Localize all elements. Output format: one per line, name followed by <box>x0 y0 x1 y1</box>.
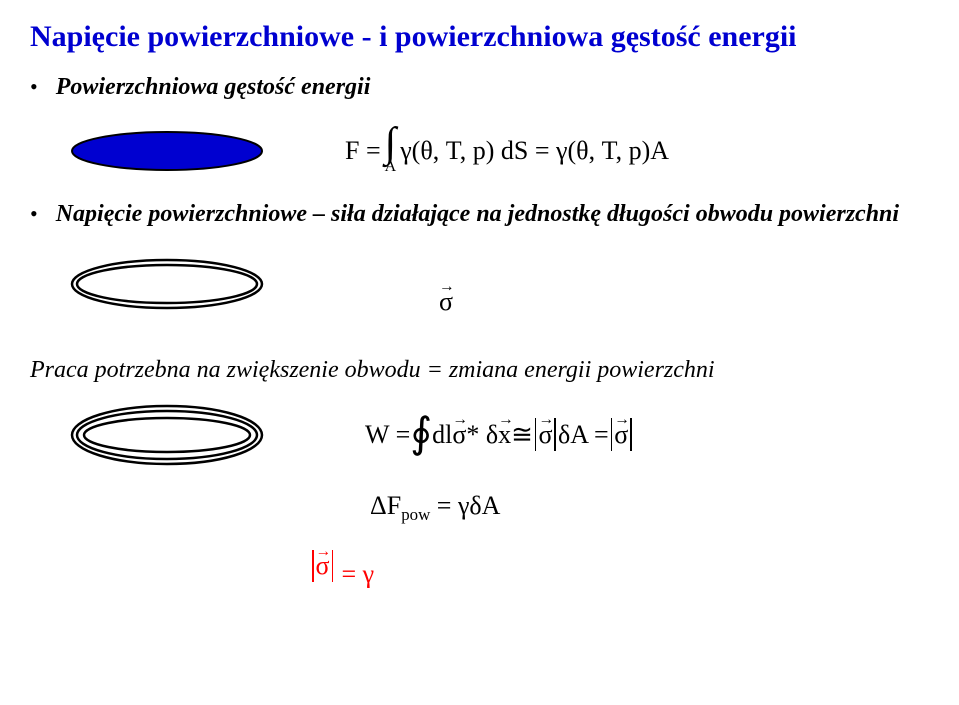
filled-ellipse-icon <box>70 130 265 172</box>
formula3-star: * δ <box>466 420 498 450</box>
page-title: Napięcie powierzchniowe - i powierzchnio… <box>30 20 929 54</box>
formula3-dl: dl <box>432 420 452 450</box>
sigma-vec-1: →σ <box>452 420 466 450</box>
bullet-dot-icon: • <box>30 74 38 100</box>
bullet-dot-icon: • <box>30 201 38 227</box>
abs-sigma-2: →σ <box>609 418 634 451</box>
formula1-integrand: γ(θ, T, p) dS = γ(θ, T, p)A <box>400 136 669 166</box>
integral-icon: ∫ A <box>385 126 397 176</box>
ellipse-work-row: W = ∮ dl →σ * δ →x ≅ →σ δA = →σ <box>70 404 929 466</box>
work-description: Praca potrzebna na zwiększenie obwodu = … <box>30 357 929 384</box>
bullet-2: • Napięcie powierzchniowe – siła działaj… <box>30 201 929 228</box>
sigma-vector-label: →σ <box>439 287 453 317</box>
formula4-deltaF: ΔF <box>370 491 401 520</box>
formula5-eq: = γ <box>335 559 374 588</box>
bullet-1: • Powierzchniowa gęstość energii <box>30 74 929 101</box>
formula-work: W = ∮ dl →σ * δ →x ≅ →σ δA = →σ <box>365 417 634 453</box>
formula-delta-f: ΔFpow = γδA <box>370 491 929 525</box>
ring-ellipse-icon <box>70 258 265 310</box>
abs-sigma: →σ <box>533 418 558 451</box>
formula4-rhs: = γδA <box>430 491 500 520</box>
contour-integral-icon: ∮ <box>410 417 432 453</box>
formula3-approx: ≅ <box>511 420 533 450</box>
integral-bound: A <box>385 158 397 176</box>
formula-surface-energy: F = ∫ A γ(θ, T, p) dS = γ(θ, T, p)A <box>345 126 669 176</box>
formula3-deltaA: δA = <box>558 420 609 450</box>
abs-sigma-final: →σ <box>310 550 335 583</box>
formula4-sub: pow <box>401 505 430 524</box>
formula3-lhs: W = <box>365 420 410 450</box>
triple-ring-ellipse-icon <box>70 404 265 466</box>
bullet-1-text: Powierzchniowa gęstość energii <box>56 74 371 101</box>
ellipse-ring-area: →σ <box>70 258 929 317</box>
x-vec: →x <box>498 420 511 450</box>
title-text: Napięcie powierzchniowe - i powierzchnio… <box>30 20 797 53</box>
bullet-2-text: Napięcie powierzchniowe – siła działając… <box>56 201 899 228</box>
formula1-lhs: F = <box>345 136 381 166</box>
formula-sigma-gamma: →σ = γ <box>310 550 929 590</box>
ellipse-formula-row-1: F = ∫ A γ(θ, T, p) dS = γ(θ, T, p)A <box>70 126 929 176</box>
